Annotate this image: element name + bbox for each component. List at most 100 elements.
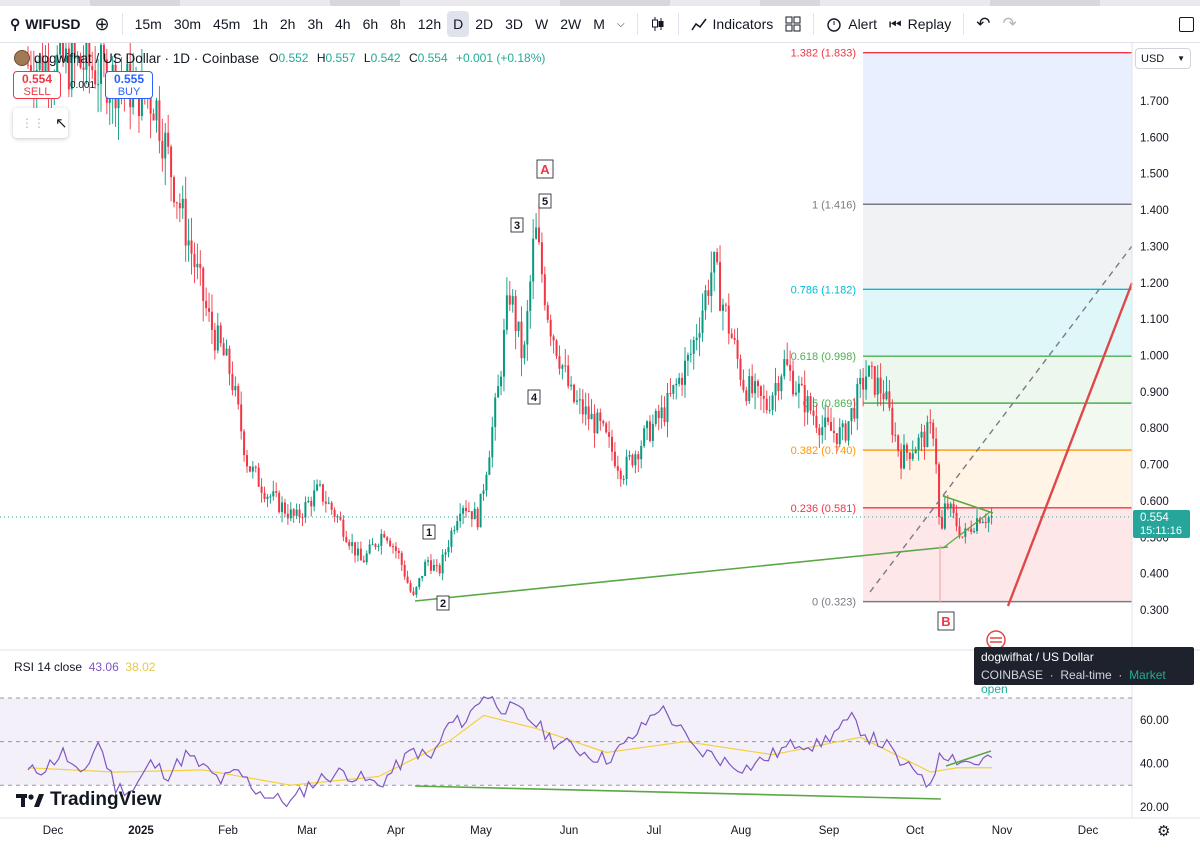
alarm-clock-icon [827, 18, 841, 32]
interval-2D[interactable]: 2D [475, 16, 494, 32]
replay-button[interactable]: ⏮ Replay [883, 11, 957, 37]
drag-handle-icon[interactable]: ⋮⋮ [21, 116, 45, 130]
candle-body [429, 560, 432, 571]
candle-body [593, 413, 596, 434]
candle-body [546, 305, 549, 320]
time-axis-tick: Dec [1077, 825, 1099, 837]
candle-body [806, 396, 809, 413]
fullscreen-button[interactable] [1173, 11, 1200, 37]
redo-button[interactable]: ↷ [1002, 14, 1017, 33]
alert-button[interactable]: Alert [820, 11, 883, 37]
fib-level-label: 0.786 (1.182) [791, 284, 856, 296]
interval-2W[interactable]: 2W [560, 16, 582, 32]
candle-body [648, 421, 651, 441]
interval-1h[interactable]: 1h [252, 16, 268, 32]
wave-label: 5 [542, 196, 548, 208]
interval-12h[interactable]: 12h [417, 16, 442, 32]
candle-body [952, 503, 955, 513]
candle-body [319, 484, 321, 486]
time-axis-tick: 2025 [128, 825, 154, 837]
fib-level-label: 0.618 (0.998) [791, 351, 856, 363]
interval-W[interactable]: W [535, 16, 549, 32]
candle-body [356, 548, 359, 556]
candle-body [803, 385, 806, 413]
rsi-trendline [945, 750, 992, 767]
candle-body [418, 578, 421, 587]
candle-body [876, 377, 879, 395]
candle-body [427, 560, 430, 562]
drawing-toolbar[interactable]: ⋮⋮ ↖ [13, 108, 68, 138]
candle-body [587, 406, 590, 420]
interval-D[interactable]: D [447, 11, 470, 37]
candle-body [844, 423, 847, 441]
price-axis-tick: 1.500 [1140, 169, 1169, 181]
candle-body [281, 502, 284, 513]
interval-30m[interactable]: 30m [173, 16, 202, 32]
candle-body [929, 422, 932, 424]
tooltip-exchange: COINBASE [981, 668, 1044, 682]
candle-body [958, 526, 961, 537]
candle-body [330, 502, 333, 510]
candle-body [797, 383, 800, 393]
interval-4h[interactable]: 4h [335, 16, 351, 32]
candle-body [213, 329, 216, 351]
undo-button[interactable]: ↶ [976, 14, 991, 33]
candle-body [789, 364, 792, 371]
candle-body [646, 421, 649, 429]
candle-body [654, 410, 657, 424]
candle-body [307, 500, 310, 503]
candle-body [76, 55, 79, 59]
settings-gear-icon[interactable]: ⚙ [1157, 823, 1171, 840]
buy-button[interactable]: 0.555 BUY [105, 71, 153, 99]
square-icon [1179, 16, 1194, 32]
candle-body [377, 545, 380, 547]
interval-8h[interactable]: 8h [390, 16, 406, 32]
candle-body [409, 582, 412, 592]
interval-45m[interactable]: 45m [213, 16, 241, 32]
candle-body [768, 409, 771, 411]
candle-body [964, 528, 967, 537]
candle-body [246, 455, 248, 467]
candle-body [237, 386, 240, 405]
indicators-icon [690, 18, 707, 31]
symbol-search[interactable]: ⚲ WIFUSD [0, 16, 88, 33]
indicators-button[interactable]: Indicators [685, 11, 780, 37]
layouts-button[interactable] [779, 11, 807, 37]
candle-body [695, 337, 698, 340]
interval-2h[interactable]: 2h [279, 16, 296, 32]
interval-3h[interactable]: 3h [307, 16, 324, 32]
candles-type-button[interactable] [644, 11, 672, 37]
candle-body [719, 262, 722, 311]
interval-M[interactable]: M [593, 16, 605, 32]
candle-body [184, 198, 187, 246]
candle-body [502, 329, 505, 377]
replay-icon: ⏮ [889, 15, 902, 32]
cursor-arrow-icon[interactable]: ↖ [55, 115, 68, 132]
currency-select[interactable]: USD ▼ [1135, 48, 1191, 69]
candle-body [575, 400, 578, 402]
chevron-down-icon[interactable]: ⌵ [616, 18, 625, 30]
candle-body [596, 412, 599, 434]
price-axis-tick: 0.600 [1140, 496, 1169, 508]
candle-body [59, 43, 62, 55]
close-label: C [408, 51, 418, 65]
add-symbol-button[interactable]: ⊕ [94, 13, 110, 34]
candle-body [292, 509, 295, 516]
interval-15m[interactable]: 15m [134, 16, 162, 32]
open-label: O [269, 51, 279, 65]
candle-body [666, 393, 669, 423]
candle-body [870, 365, 873, 367]
sell-button[interactable]: 0.554 SELL [13, 71, 61, 99]
candle-body [532, 238, 535, 282]
price-axis-tick: 0.300 [1140, 605, 1169, 617]
interval-3D[interactable]: 3D [505, 16, 524, 32]
interval-6h[interactable]: 6h [362, 16, 379, 32]
candle-body [622, 478, 625, 480]
candle-body [794, 392, 797, 395]
candle-body [260, 486, 263, 493]
fib-zone [863, 356, 1132, 404]
candle-body [485, 474, 488, 491]
candle-body [567, 365, 570, 387]
candle-body [757, 381, 759, 387]
